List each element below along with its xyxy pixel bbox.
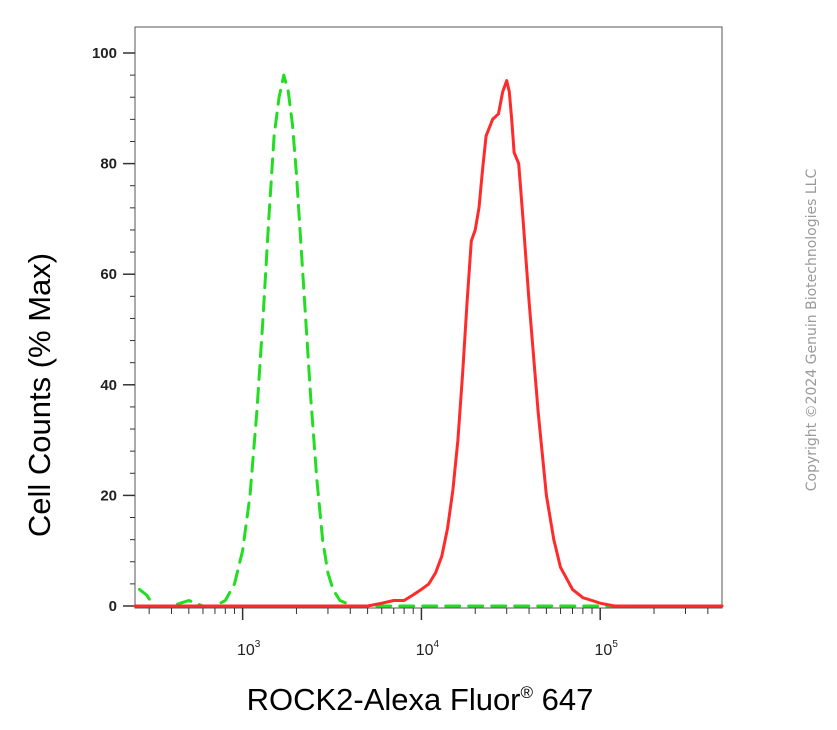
x-tick-exponent: 5 bbox=[612, 639, 618, 650]
x-tick-label: 103 bbox=[237, 639, 261, 659]
y-tick-label: 0 bbox=[109, 598, 117, 615]
y-tick-label: 100 bbox=[92, 45, 117, 62]
x-axis-title: ROCK2-Alexa Fluor® 647 bbox=[247, 682, 594, 717]
y-tick-label: 40 bbox=[100, 377, 117, 394]
x-axis-title-tail: 647 bbox=[533, 682, 593, 717]
x-axis-title-registered-mark: ® bbox=[521, 683, 534, 702]
x-tick-label: 104 bbox=[416, 639, 440, 659]
y-tick-label: 60 bbox=[100, 266, 117, 283]
plot-border bbox=[134, 26, 723, 609]
copyright-watermark: Copyright ©2024 Genuin Biotechnologies L… bbox=[804, 169, 820, 492]
plot-frame bbox=[134, 26, 723, 609]
x-tick-exponent: 3 bbox=[255, 639, 261, 650]
x-tick-exponent: 4 bbox=[434, 639, 440, 650]
x-axis-title-main: ROCK2-Alexa Fluor bbox=[247, 682, 521, 717]
x-tick-base: 10 bbox=[416, 642, 434, 659]
series-lines bbox=[133, 73, 724, 608]
x-tick-base: 10 bbox=[595, 642, 613, 659]
control-histogram-line bbox=[138, 73, 724, 608]
x-tick-label: 105 bbox=[595, 639, 619, 659]
y-axis: 0 20 40 60 80 100 bbox=[92, 45, 135, 615]
y-tick-label: 20 bbox=[100, 487, 117, 504]
x-tick-base: 10 bbox=[237, 642, 255, 659]
rock2-histogram-line bbox=[133, 79, 724, 608]
y-tick-label: 80 bbox=[100, 156, 117, 173]
y-axis-title: Cell Counts (% Max) bbox=[22, 253, 57, 537]
x-axis: 103 104 105 bbox=[148, 608, 709, 659]
